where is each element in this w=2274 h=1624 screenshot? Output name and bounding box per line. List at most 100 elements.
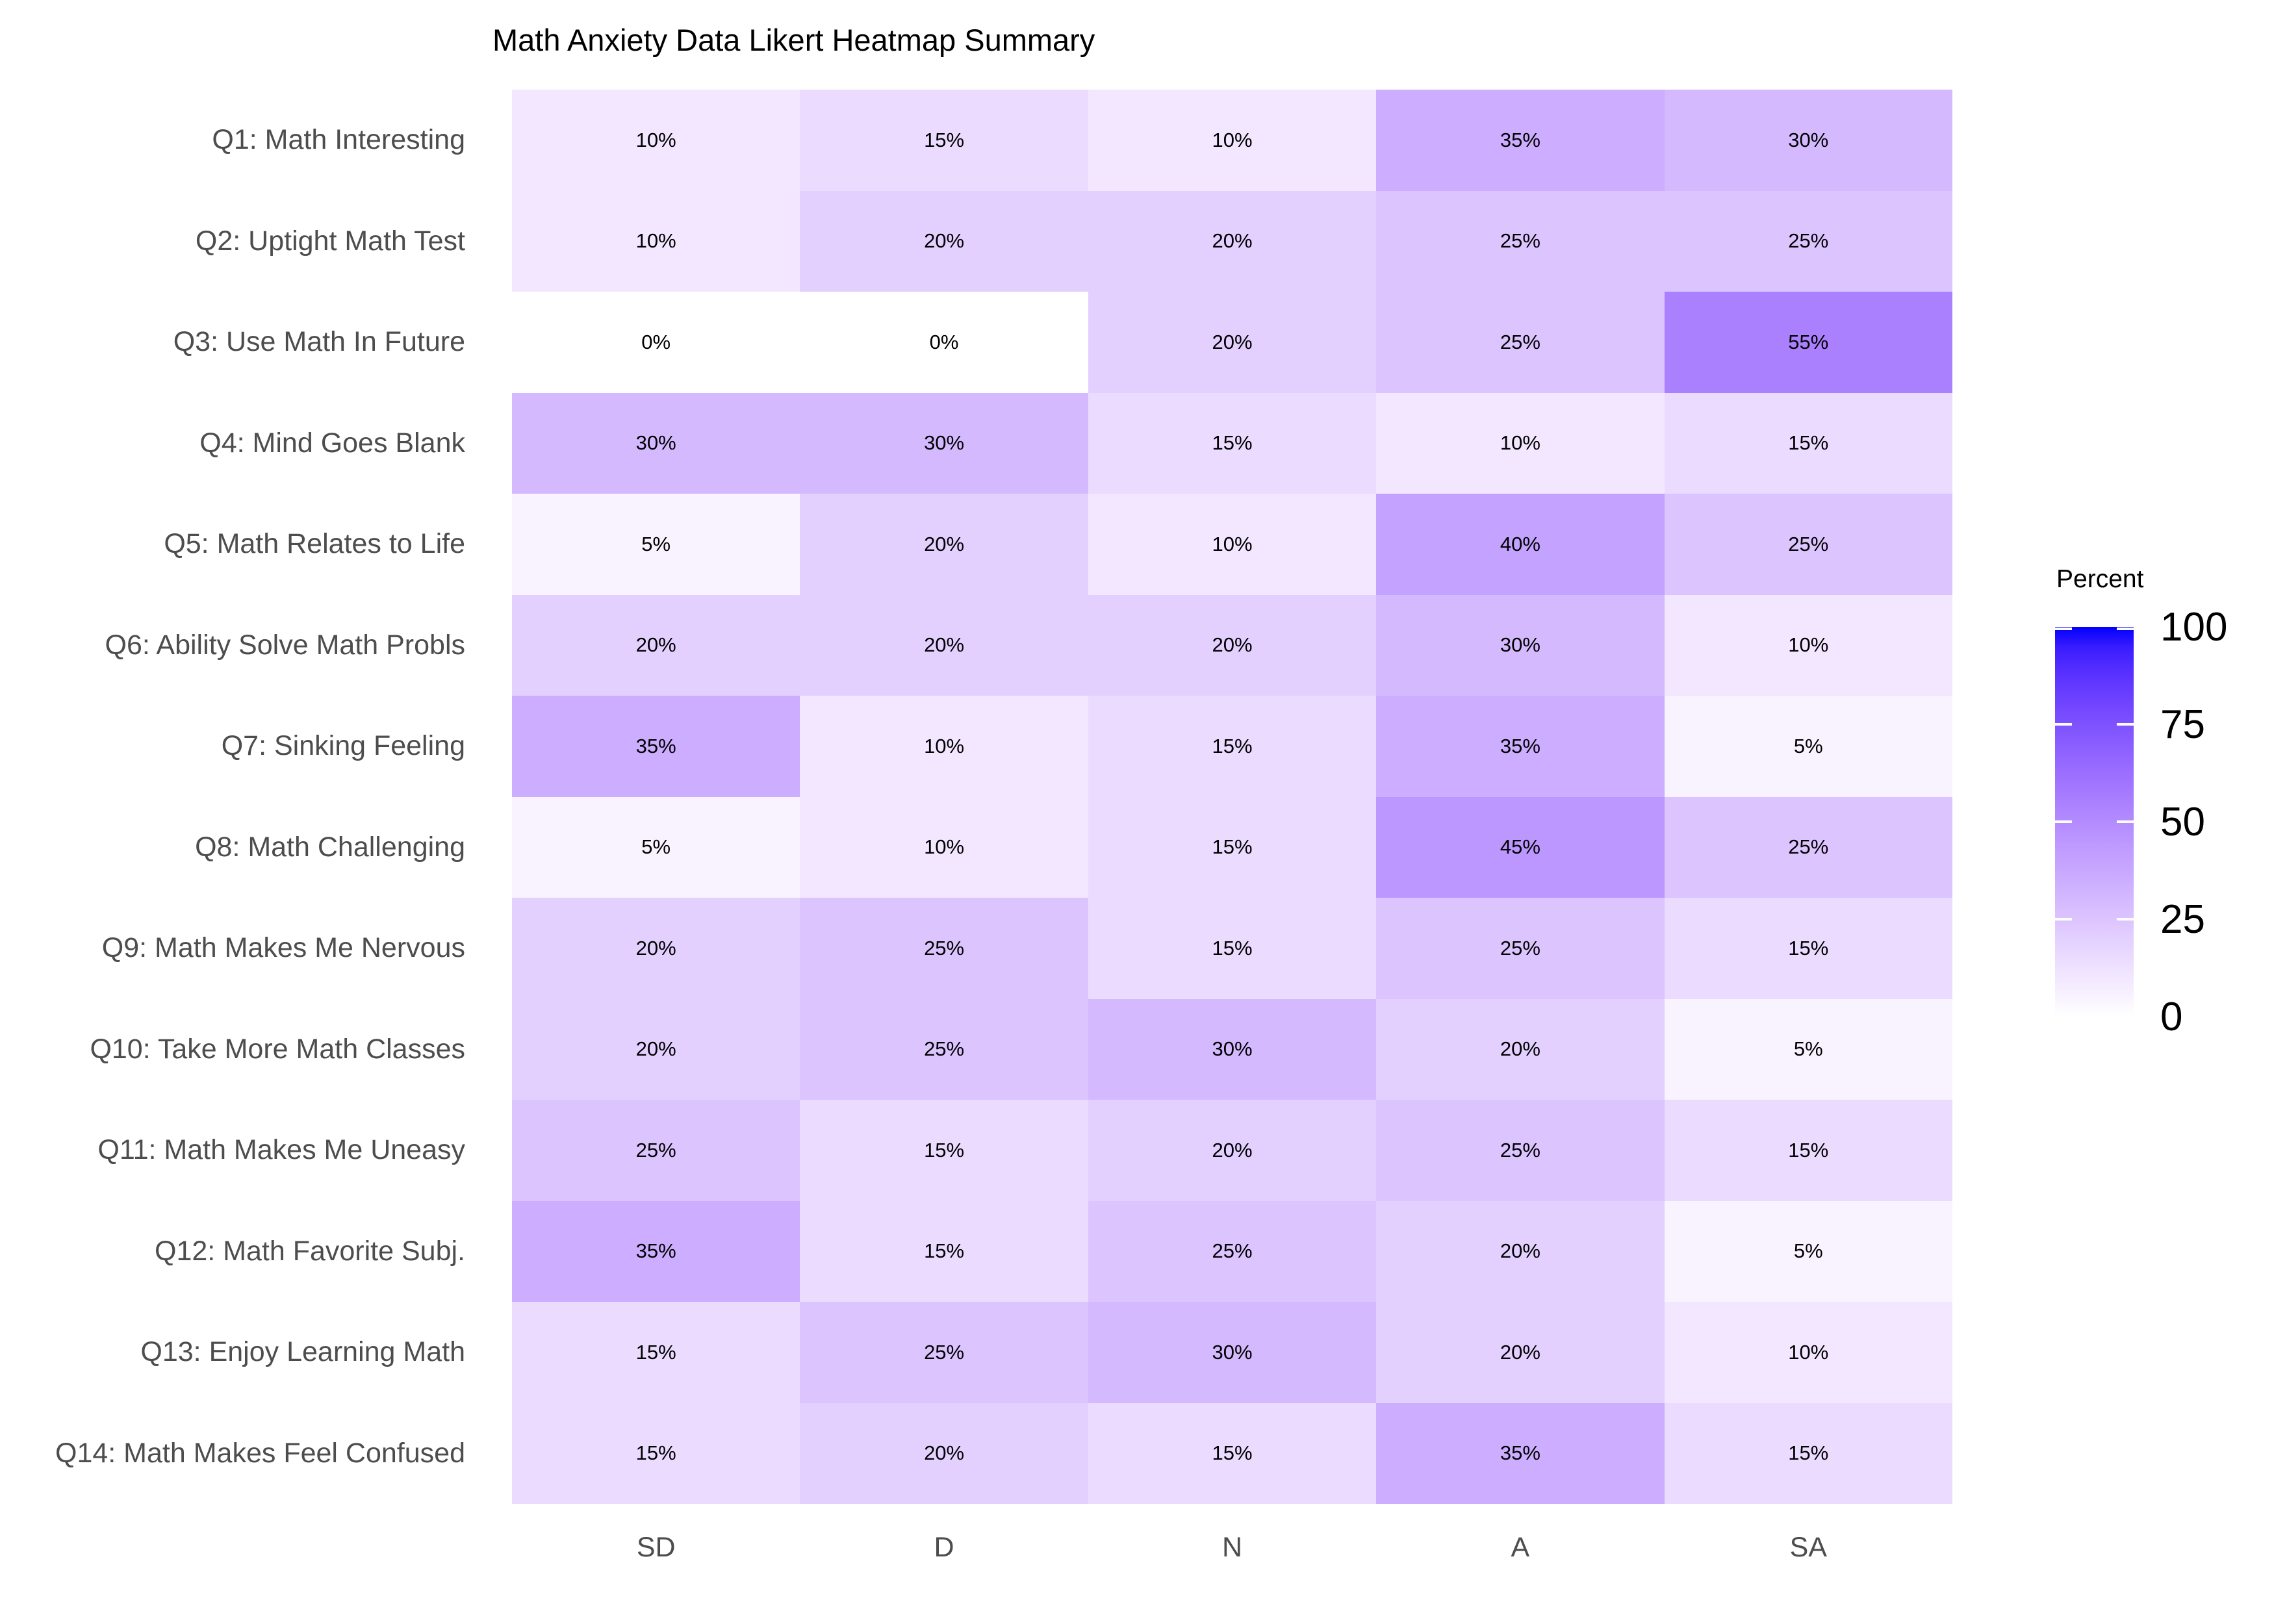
cell-value-label: 15% (1212, 734, 1253, 757)
y-axis-label: Q10: Take More Math Classes (90, 1033, 465, 1065)
legend: Percent 100 75 50 25 0 (2040, 559, 2274, 1065)
y-axis-label: Q7: Sinking Feeling (221, 730, 465, 762)
x-axis-labels: SD D N A SA (512, 1525, 1952, 1570)
heatmap-cell: 25% (1664, 494, 1952, 595)
cell-value-label: 10% (1788, 1340, 1829, 1364)
cell-value-label: 20% (1500, 1239, 1540, 1263)
cell-value-label: 40% (1500, 532, 1540, 555)
cell-value-label: 30% (1500, 633, 1540, 657)
heatmap-cell: 10% (512, 190, 800, 292)
x-axis-label: SD (636, 1531, 676, 1563)
cell-value-label: 25% (635, 1138, 676, 1161)
cell-value-label: 30% (1212, 1340, 1253, 1364)
heatmap-cell: 5% (1664, 998, 1952, 1100)
y-axis-label: Q6: Ability Solve Math Probls (105, 629, 465, 661)
cell-value-label: 5% (641, 532, 671, 555)
cell-value-label: 30% (924, 431, 965, 455)
legend-tick-mark (2117, 723, 2134, 726)
heatmap-cell: 15% (512, 1402, 800, 1504)
heatmap-cell: 20% (800, 594, 1088, 696)
heatmap-cell: 20% (1088, 190, 1377, 292)
heatmap-cell: 15% (1664, 1100, 1952, 1201)
heatmap-cell: 20% (512, 998, 800, 1100)
cell-value-label: 5% (641, 835, 671, 859)
cell-value-label: 10% (635, 229, 676, 253)
cell-value-label: 25% (924, 936, 965, 959)
heatmap-cell: 15% (1664, 898, 1952, 999)
heatmap-cell: 0% (800, 292, 1088, 393)
cell-value-label: 30% (635, 431, 676, 455)
y-axis-label: Q14: Math Makes Feel Confused (55, 1437, 465, 1469)
heatmap-cell: 15% (1088, 796, 1377, 898)
cell-value-label: 25% (1788, 835, 1829, 859)
legend-tick-mark (2117, 628, 2134, 630)
cell-value-label: 25% (1500, 330, 1540, 353)
cell-value-label: 35% (635, 734, 676, 757)
heatmap-cell: 25% (800, 998, 1088, 1100)
heatmap-cell: 25% (1376, 898, 1665, 999)
cell-value-label: 10% (635, 128, 676, 151)
heatmap-grid: 10% 15% 10% 35% 30% 10% 20% 20% 25% 25% 0% 0% 20% 25%… (512, 90, 1952, 1504)
cell-value-label: 10% (1212, 128, 1253, 151)
cell-value-label: 10% (1212, 532, 1253, 555)
x-axis-label: A (1511, 1531, 1530, 1563)
cell-value-label: 20% (635, 936, 676, 959)
cell-value-label: 20% (635, 633, 676, 657)
heatmap-cell: 25% (800, 1302, 1088, 1403)
legend-tick-mark (2055, 918, 2072, 920)
y-axis-label: Q9: Math Makes Me Nervous (101, 932, 465, 964)
heatmap-cell: 35% (1376, 1402, 1665, 1504)
cell-value-label: 10% (924, 734, 965, 757)
y-axis-label: Q8: Math Challenging (195, 831, 465, 863)
y-axis-label: Q12: Math Favorite Subj. (155, 1235, 465, 1267)
heatmap-cell: 20% (1088, 594, 1377, 696)
y-axis-label: Q11: Math Makes Me Uneasy (97, 1134, 465, 1166)
cell-value-label: 20% (924, 532, 965, 555)
heatmap-cell: 20% (1376, 1200, 1665, 1302)
cell-value-label: 15% (1788, 1441, 1829, 1465)
cell-value-label: 25% (924, 1037, 965, 1061)
cell-value-label: 5% (1793, 734, 1823, 757)
heatmap-cell: 15% (1664, 1402, 1952, 1504)
heatmap-cell: 5% (1664, 1200, 1952, 1302)
cell-value-label: 15% (1212, 936, 1253, 959)
heatmap-cell: 20% (1088, 292, 1377, 393)
y-axis-label: Q13: Enjoy Learning Math (140, 1336, 465, 1368)
heatmap-cell: 10% (512, 90, 800, 191)
cell-value-label: 35% (635, 1239, 676, 1263)
cell-value-label: 20% (1212, 1138, 1253, 1161)
y-axis-labels: Q1: Math Interesting Q2: Uptight Math Tes… (0, 90, 465, 1504)
heatmap-cell: 20% (1376, 998, 1665, 1100)
heatmap-cell: 15% (800, 90, 1088, 191)
cell-value-label: 15% (635, 1340, 676, 1364)
heatmap-cell: 55% (1664, 292, 1952, 393)
cell-value-label: 55% (1788, 330, 1829, 353)
heatmap-cell: 10% (1088, 90, 1377, 191)
cell-value-label: 35% (1500, 1441, 1540, 1465)
heatmap-cell: 5% (512, 494, 800, 595)
heatmap-cell: 20% (1088, 1100, 1377, 1201)
cell-value-label: 0% (929, 330, 959, 353)
legend-tick-label: 25 (2160, 896, 2205, 942)
cell-value-label: 5% (1793, 1239, 1823, 1263)
heatmap-cell: 10% (1088, 494, 1377, 595)
cell-value-label: 15% (1212, 431, 1253, 455)
chart-title: Math Anxiety Data Likert Heatmap Summary (492, 23, 1095, 57)
heatmap-cell: 10% (1664, 1302, 1952, 1403)
cell-value-label: 20% (924, 229, 965, 253)
heatmap-cell: 5% (1664, 696, 1952, 797)
cell-value-label: 15% (1788, 1138, 1829, 1161)
legend-tick-label: 100 (2160, 604, 2228, 650)
cell-value-label: 20% (924, 1441, 965, 1465)
cell-value-label: 25% (1500, 936, 1540, 959)
heatmap-cell: 15% (1664, 392, 1952, 494)
cell-value-label: 15% (1212, 835, 1253, 859)
heatmap-cell: 25% (800, 898, 1088, 999)
heatmap-cell: 25% (1664, 796, 1952, 898)
heatmap-cell: 10% (1376, 392, 1665, 494)
y-axis-label: Q1: Math Interesting (212, 124, 465, 156)
legend-tick-mark (2055, 628, 2072, 630)
heatmap-cell: 15% (1088, 1402, 1377, 1504)
heatmap-cell: 30% (512, 392, 800, 494)
